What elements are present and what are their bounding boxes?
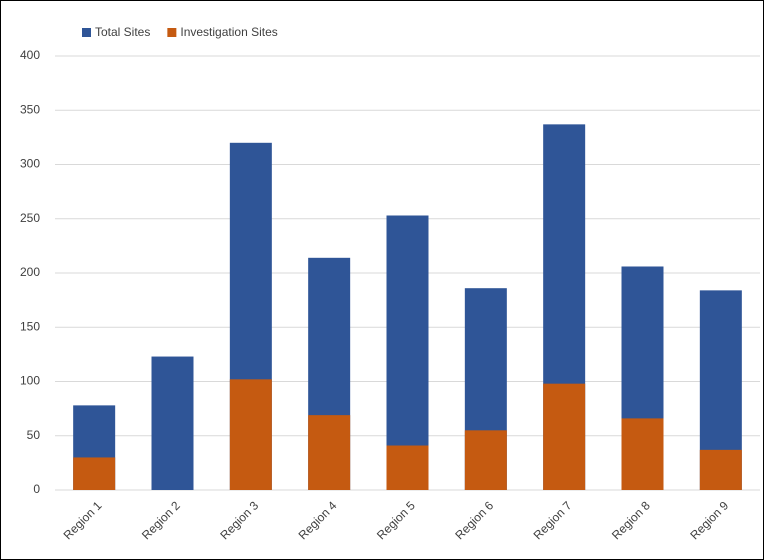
legend-swatch [82,28,91,37]
legend-label: Investigation Sites [180,25,277,39]
y-tick-label: 300 [20,157,40,171]
bar [386,215,429,490]
legend-label: Total Sites [95,25,150,39]
y-tick-label: 150 [20,319,40,333]
y-tick-label: 200 [20,265,40,279]
bar [229,379,272,490]
y-tick-label: 100 [20,374,40,388]
bar [464,430,507,490]
legend-swatch [167,28,177,37]
y-tick-label: 250 [20,211,40,225]
bar [73,457,116,490]
bar [543,383,586,490]
bar [386,445,429,490]
bar [151,356,194,490]
y-tick-label: 400 [20,48,40,62]
y-tick-label: 350 [20,102,40,116]
bar [621,418,664,490]
y-tick-label: 0 [33,482,40,496]
bar [699,449,742,490]
y-tick-label: 50 [27,428,41,442]
bar [308,415,351,490]
